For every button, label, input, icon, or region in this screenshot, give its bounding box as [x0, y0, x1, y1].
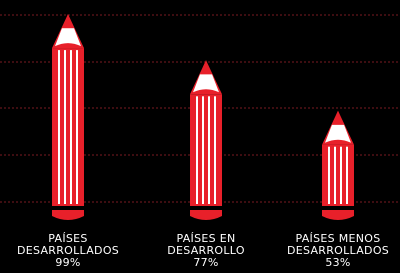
category-label: PAÍSES MENOS DESARROLLADOS	[278, 233, 398, 257]
pencil-stripe	[70, 50, 72, 204]
pencil-bar	[190, 60, 222, 220]
pencil-bar	[322, 111, 354, 220]
pencil-body	[322, 145, 354, 208]
pencil-stripe	[334, 147, 336, 204]
pencil-stripe	[214, 96, 216, 204]
pencil-stripe	[64, 50, 66, 204]
pencil-stripe	[340, 147, 342, 204]
category-label: PAÍSES DESARROLLADOS	[8, 233, 128, 257]
pencil-body	[190, 94, 222, 208]
pencil-stripe	[346, 147, 348, 204]
chart: PAÍSES DESARROLLADOS99% PAÍSES EN DESARRO…	[0, 0, 400, 273]
value-label: 99%	[8, 257, 128, 269]
pencil-stripe	[208, 96, 210, 204]
pencil-stripe	[196, 96, 198, 204]
value-label: 77%	[146, 257, 266, 269]
pencil-stripe	[328, 147, 330, 204]
pencil-band	[190, 206, 222, 209]
pencil-eraser	[190, 210, 222, 220]
pencil-band	[322, 206, 354, 209]
category-label: PAÍSES EN DESARROLLO	[146, 233, 266, 257]
pencil-bar	[52, 14, 84, 220]
pencil-stripe	[76, 50, 78, 204]
pencil-eraser	[52, 210, 84, 220]
pencil-band	[52, 206, 84, 209]
pencil-lead	[62, 14, 74, 28]
pencil-stripe	[58, 50, 60, 204]
value-label: 53%	[278, 257, 398, 269]
pencil-body	[52, 48, 84, 208]
pencil-stripe	[202, 96, 204, 204]
pencil-lead	[332, 111, 344, 125]
pencil-eraser	[322, 210, 354, 220]
